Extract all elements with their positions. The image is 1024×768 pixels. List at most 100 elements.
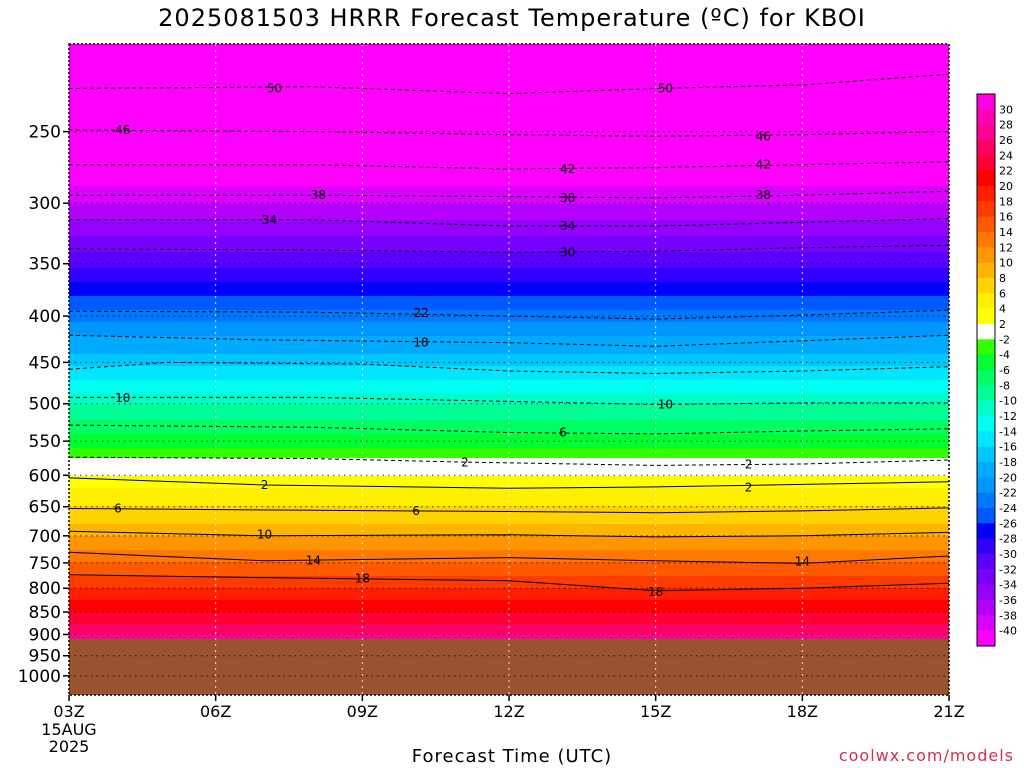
temperature-band [69,480,949,483]
x-tick-label: 21Z [933,702,964,721]
temperature-band [69,354,949,357]
temperature-band [69,342,949,345]
contour-label: 18 [648,585,663,599]
temperature-band [69,240,949,243]
temperature-band [69,306,949,309]
temperature-band [69,532,949,535]
temperature-band [69,412,949,415]
temperature-band [69,106,949,109]
temperature-band [69,624,949,627]
temperature-band [69,172,949,175]
temperature-band [69,600,949,603]
colorbar-label: -28 [999,533,1017,546]
plot-frame [68,43,950,696]
temperature-band [69,162,949,165]
temperature-band [69,570,949,573]
temperature-band [69,568,949,571]
temperature-band [69,490,949,493]
temperature-band [69,220,949,223]
colorbar-label: -26 [999,517,1017,530]
x-axis-label: Forecast Time (UTC) [411,746,613,767]
colorbar: 30 28 26 24 22 20 18 16 14 12 10 8 6 4 2 -2 -4 -6 -8 -10 -12… [976,93,1017,647]
contour-label: 10 [658,398,673,412]
temperature-band [69,82,949,85]
temperature-band [69,526,949,529]
contour-label: 6 [114,502,122,516]
temperature-band [69,90,949,93]
colorbar-swatch [977,94,995,110]
temperature-band [69,432,949,435]
contour-label: 2 [261,478,269,492]
contour-label: 30 [560,245,575,259]
temperature-band [69,52,949,55]
colorbar-label: -38 [999,609,1017,622]
colorbar-label: 30 [999,103,1013,116]
temperature-band [69,256,949,259]
temperature-band [69,216,949,219]
y-tick-label: 300 [29,194,61,214]
colorbar-swatch [977,155,995,171]
temperature-band [69,196,949,199]
temperature-band [69,94,949,97]
colorbar-swatch [977,554,995,570]
colorbar-label: -14 [999,425,1017,438]
colorbar-label: -6 [999,364,1010,377]
y-axis-ticks: 2503003504004505005506006507007508008509… [18,123,69,687]
temperature-band [69,472,949,475]
temperature-band [69,166,949,169]
temperature-band [69,360,949,363]
temperature-band [69,430,949,433]
temperature-band [69,292,949,295]
colorbar-label: -34 [999,579,1017,592]
temperature-bands [69,44,949,641]
temperature-band [69,192,949,195]
temperature-band [69,114,949,117]
temperature-band [69,630,949,633]
temperature-band [69,226,949,229]
contour-label: 46 [756,129,771,143]
temperature-band [69,64,949,67]
colorbar-swatch [977,400,995,417]
temperature-band [69,54,949,57]
temperature-band [69,528,949,531]
temperature-band [69,634,949,637]
temperature-band [69,120,949,123]
colorbar-label: -22 [999,487,1017,500]
temperature-band [69,318,949,321]
contour-line [69,218,950,227]
temperature-band [69,402,949,405]
temperature-band [69,604,949,607]
temperature-band [69,586,949,589]
y-tick-label: 750 [29,554,61,574]
colorbar-label: -30 [999,548,1017,561]
colorbar-swatch [977,584,995,601]
colorbar-swatch [977,293,995,309]
temperature-band [69,384,949,387]
temperature-band [69,618,949,621]
colorbar-label: -36 [999,594,1017,607]
contour-label: 18 [355,571,370,585]
contour-line [68,530,950,538]
temperature-band [69,126,949,129]
colorbar-swatch [977,247,995,263]
colorbar-swatch [977,339,995,355]
temperature-band [69,60,949,63]
temperature-band [69,540,949,543]
colorbar-swatch [977,462,995,478]
temperature-band [69,150,949,153]
temperature-band [69,88,949,91]
temperature-band [69,258,949,261]
temperature-band [69,478,949,481]
colorbar-swatch [977,477,995,493]
x-tick-label: 03Z [53,702,84,721]
temperature-band [69,72,949,75]
colorbar-swatch [977,508,995,524]
colorbar-label: 26 [999,134,1013,147]
x-tick-label: 18Z [787,702,818,721]
temperature-band [69,288,949,291]
temperature-band [69,388,949,391]
temperature-band [69,406,949,409]
contour-label: 10 [257,528,272,542]
temperature-band [69,502,949,505]
temperature-band [69,628,949,631]
